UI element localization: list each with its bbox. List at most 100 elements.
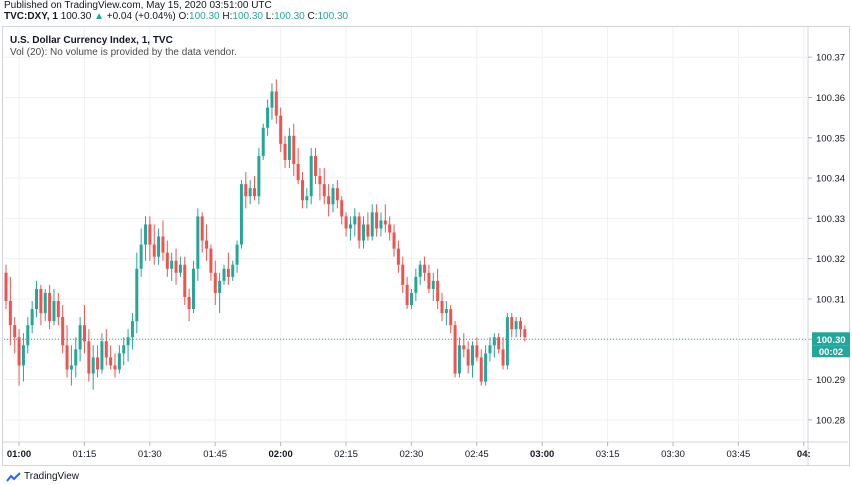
candle-body[interactable] — [318, 176, 322, 185]
candle-body[interactable] — [152, 244, 156, 257]
candle-body[interactable] — [401, 264, 405, 285]
candle-body[interactable] — [296, 163, 300, 181]
candle-body[interactable] — [253, 188, 257, 197]
candle-body[interactable] — [431, 280, 435, 289]
candle-body[interactable] — [300, 180, 304, 201]
candle-body[interactable] — [466, 349, 470, 366]
candle-body[interactable] — [35, 288, 39, 310]
candle-body[interactable] — [418, 264, 422, 277]
candle-body[interactable] — [21, 345, 25, 366]
candle-body[interactable] — [205, 240, 209, 249]
chart-frame[interactable] — [2, 26, 850, 466]
candle-body[interactable] — [26, 325, 30, 346]
candle-body[interactable] — [440, 300, 444, 314]
candle-body[interactable] — [523, 329, 527, 338]
candle-body[interactable] — [91, 357, 95, 374]
candle-body[interactable] — [157, 236, 161, 257]
candle-body[interactable] — [117, 353, 121, 370]
candle-body[interactable] — [331, 188, 335, 205]
candle-body[interactable] — [17, 337, 21, 366]
candle-body[interactable] — [475, 345, 479, 358]
candle-body[interactable] — [126, 337, 130, 346]
candle-body[interactable] — [65, 345, 69, 370]
candle-body[interactable] — [170, 260, 174, 269]
candle-body[interactable] — [261, 127, 265, 156]
candle-body[interactable] — [104, 341, 108, 358]
candle-body[interactable] — [257, 155, 261, 197]
candle-body[interactable] — [488, 345, 492, 354]
candle-body[interactable] — [375, 212, 379, 229]
candle-body[interactable] — [392, 232, 396, 249]
candle-body[interactable] — [514, 321, 518, 330]
candle-body[interactable] — [479, 357, 483, 382]
candle-body[interactable] — [74, 349, 78, 366]
candle-body[interactable] — [231, 264, 235, 277]
candle-body[interactable] — [130, 321, 134, 338]
candle-body[interactable] — [270, 91, 274, 108]
candle-body[interactable] — [327, 196, 331, 205]
candle-body[interactable] — [340, 200, 344, 217]
candle-body[interactable] — [13, 325, 17, 338]
footer-brand[interactable]: TradingView — [4, 468, 204, 485]
candle-body[interactable] — [427, 272, 431, 289]
candle-body[interactable] — [388, 224, 392, 233]
candle-body[interactable] — [305, 196, 309, 201]
candle-body[interactable] — [122, 345, 126, 354]
candle-body[interactable] — [409, 292, 413, 306]
candle-body[interactable] — [178, 264, 182, 273]
candle-body[interactable] — [78, 325, 82, 350]
candle-body[interactable] — [383, 220, 387, 225]
candle-body[interactable] — [344, 216, 348, 229]
candle-body[interactable] — [87, 341, 91, 374]
candle-body[interactable] — [69, 365, 73, 370]
candle-body[interactable] — [30, 309, 34, 326]
candle-body[interactable] — [43, 292, 47, 314]
candle-body[interactable] — [279, 115, 283, 144]
candle-body[interactable] — [4, 272, 8, 301]
candle-body[interactable] — [471, 345, 475, 366]
candle-body[interactable] — [248, 188, 252, 197]
candle-body[interactable] — [457, 345, 461, 374]
candle-body[interactable] — [462, 345, 466, 350]
candle-body[interactable] — [335, 188, 339, 201]
candle-body[interactable] — [292, 135, 296, 164]
candle-body[interactable] — [56, 300, 60, 318]
candle-body[interactable] — [213, 272, 217, 293]
candle-body[interactable] — [362, 224, 366, 241]
candle-body[interactable] — [144, 224, 148, 245]
candle-body[interactable] — [209, 248, 213, 273]
candle-body[interactable] — [405, 284, 409, 306]
candle-body[interactable] — [113, 365, 117, 370]
candle-body[interactable] — [61, 317, 65, 346]
candle-body[interactable] — [96, 357, 100, 370]
candle-body[interactable] — [366, 224, 370, 237]
candle-body[interactable] — [287, 135, 291, 160]
candle-body[interactable] — [196, 216, 200, 269]
candle-body[interactable] — [370, 212, 374, 237]
candle-body[interactable] — [191, 268, 195, 310]
candle-body[interactable] — [183, 264, 187, 297]
candle-body[interactable] — [135, 268, 139, 322]
candle-body[interactable] — [497, 337, 501, 350]
candle-body[interactable] — [235, 244, 239, 265]
candle-body[interactable] — [414, 276, 418, 293]
candle-body[interactable] — [322, 184, 326, 197]
candle-body[interactable] — [187, 296, 191, 310]
candle-body[interactable] — [244, 184, 248, 197]
candle-body[interactable] — [309, 155, 313, 197]
candle-body[interactable] — [510, 317, 514, 330]
candle-body[interactable] — [82, 325, 86, 342]
candle-body[interactable] — [492, 337, 496, 346]
candle-body[interactable] — [396, 248, 400, 265]
candle-body[interactable] — [453, 325, 457, 374]
candle-body[interactable] — [52, 300, 56, 322]
candle-body[interactable] — [222, 268, 226, 281]
candle-body[interactable] — [444, 309, 448, 314]
candle-body[interactable] — [379, 220, 383, 229]
candle-body[interactable] — [484, 353, 488, 382]
candle-body[interactable] — [283, 143, 287, 160]
candle-body[interactable] — [501, 349, 505, 366]
candle-body[interactable] — [239, 184, 243, 245]
candle-body[interactable] — [348, 224, 352, 229]
